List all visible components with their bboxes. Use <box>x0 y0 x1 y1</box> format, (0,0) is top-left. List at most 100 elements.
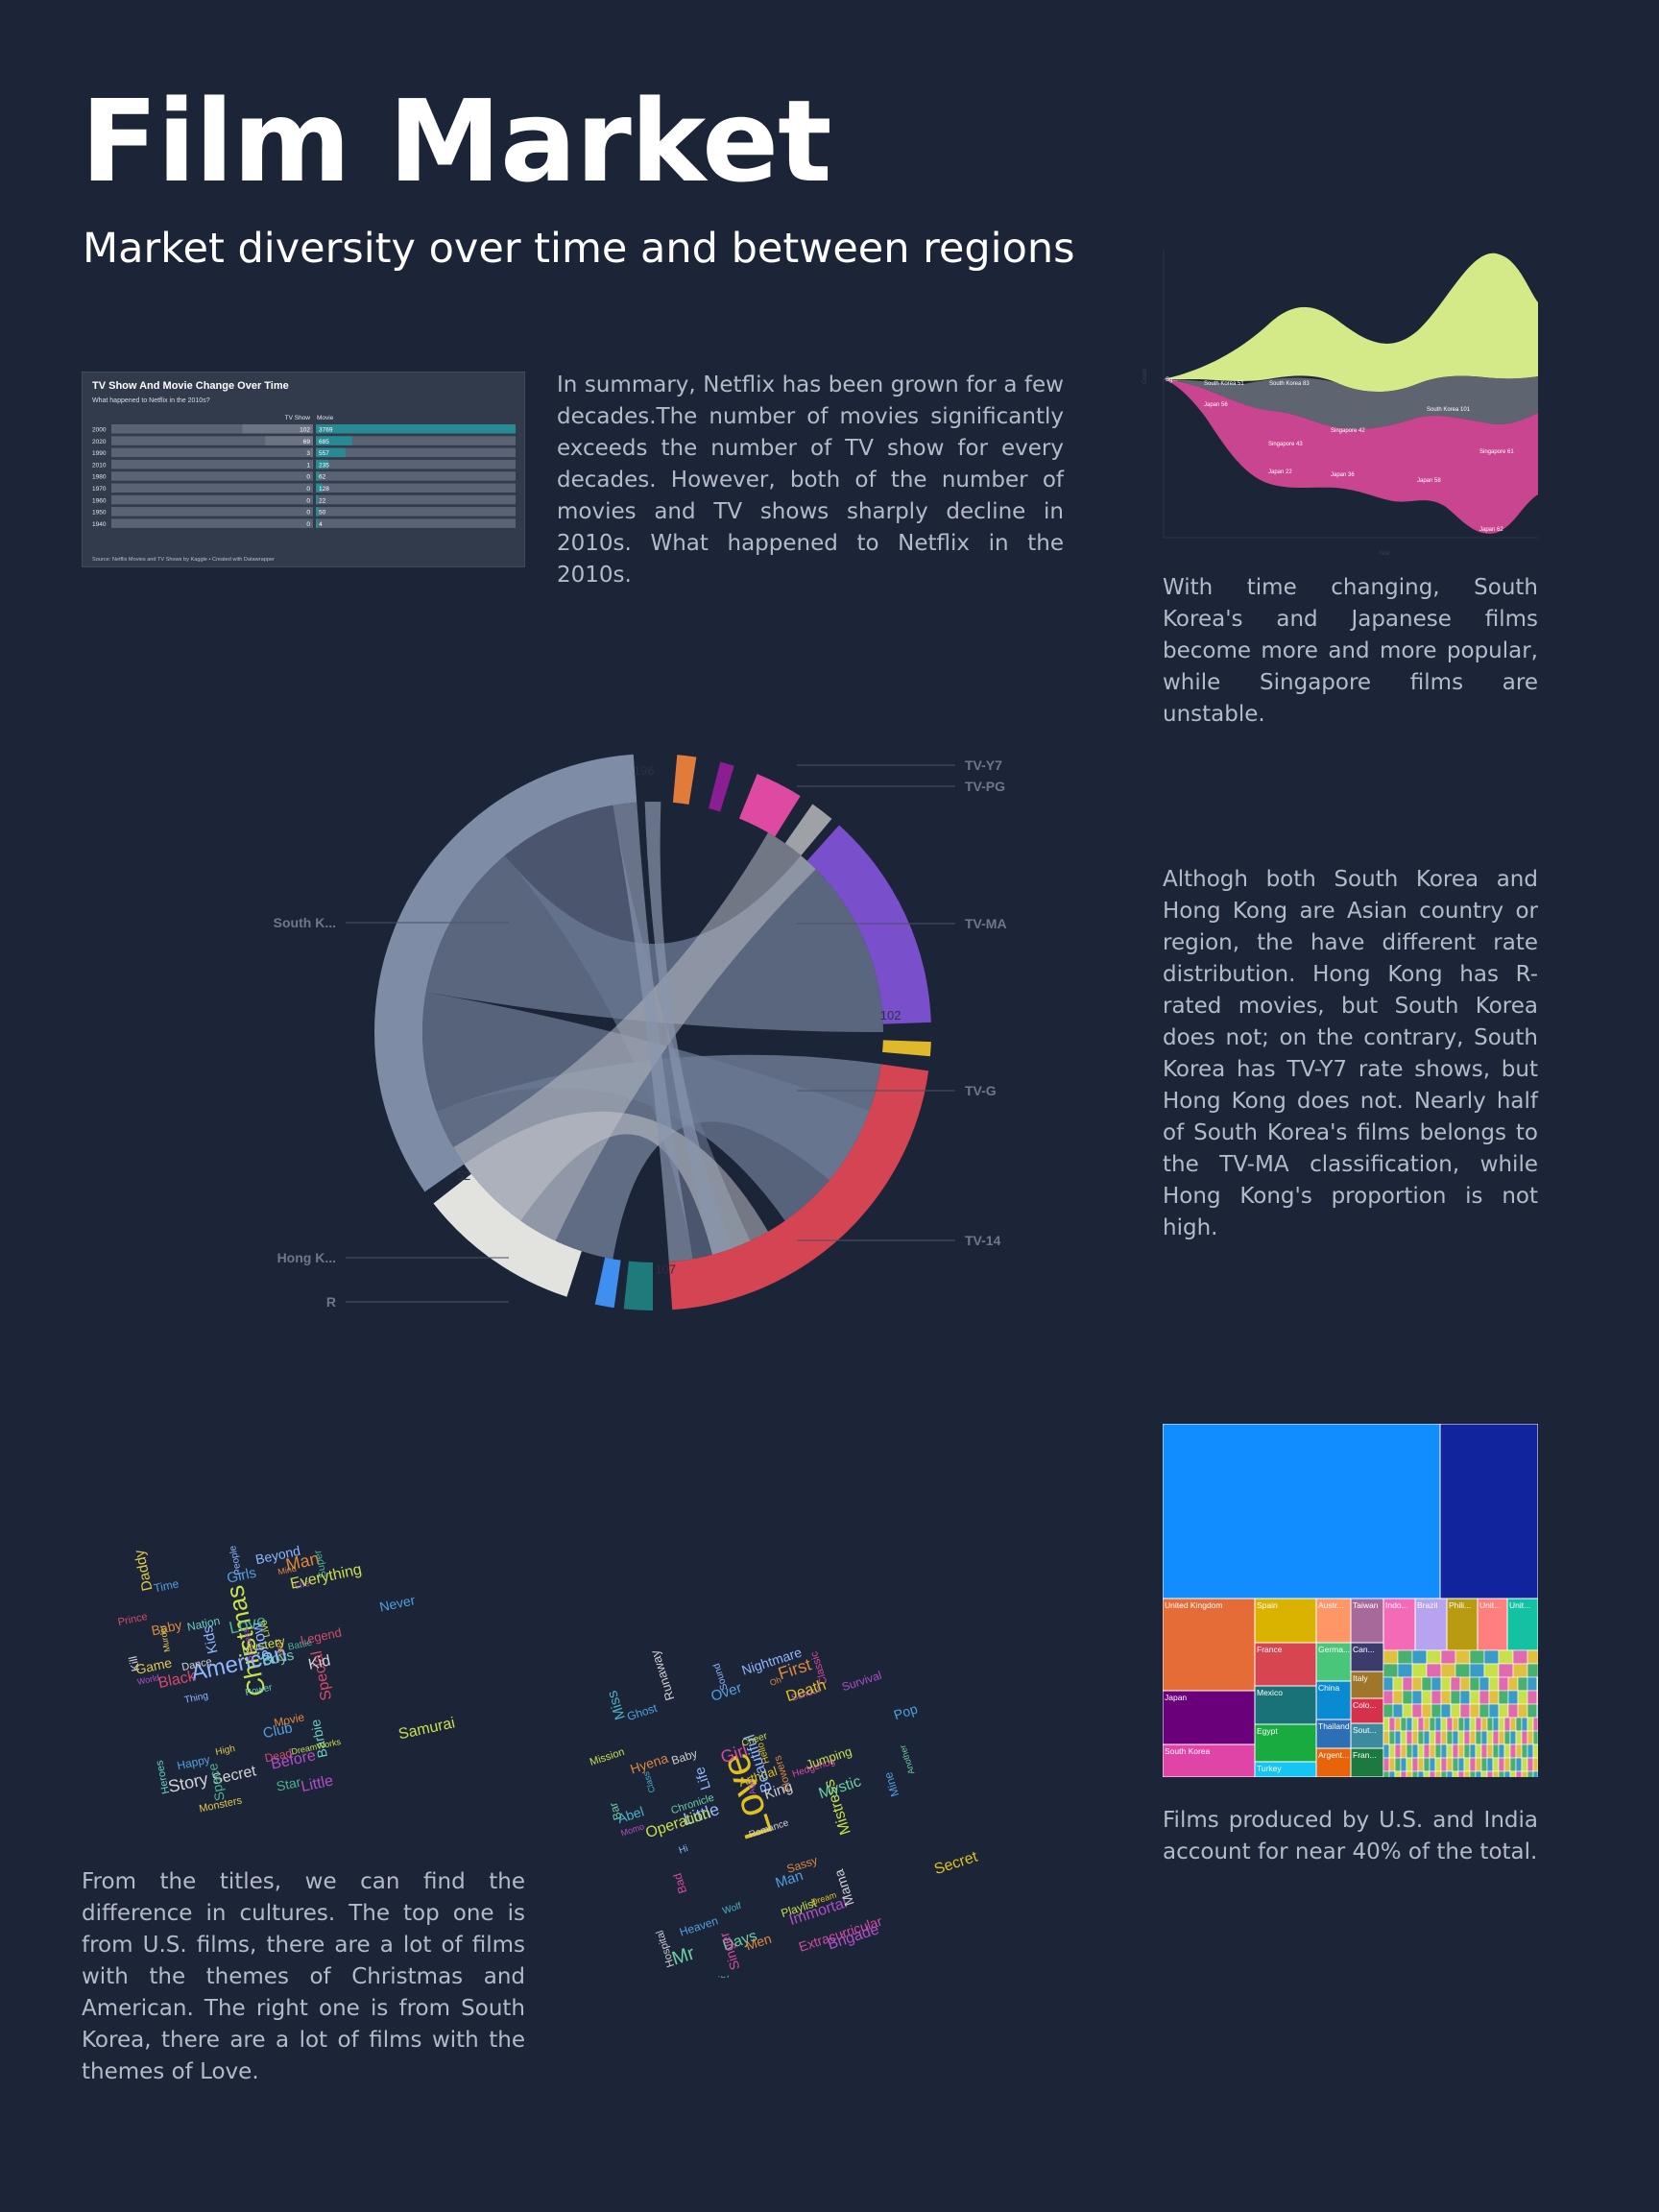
treemap-small-cell <box>1503 1730 1511 1745</box>
treemap-small-cell <box>1488 1690 1500 1705</box>
hongkong-korea-text: Althogh both South Korea and Hong Kong a… <box>1163 867 1538 1240</box>
tv-value-label: 3 <box>306 450 310 457</box>
movie-value-label: 235 <box>319 462 329 469</box>
treemap-small-cell <box>1388 1730 1396 1745</box>
treemap-small-cell <box>1411 1717 1419 1732</box>
movie-value-label: 685 <box>319 439 329 445</box>
treemap-small-cell <box>1517 1676 1528 1692</box>
treemap-cell <box>1254 1685 1317 1725</box>
wordcloud-word: Mine <box>881 1770 902 1798</box>
chord-ribbon <box>613 802 693 1262</box>
treemap-small-cell <box>1411 1757 1419 1772</box>
wordcloud-word: Mind <box>276 1564 297 1577</box>
treemap-label: Italy <box>1353 1673 1368 1683</box>
treemap-small-cell <box>1452 1717 1459 1732</box>
treemap-small-cell <box>1440 1649 1456 1665</box>
treemap-small-cell <box>1388 1743 1396 1759</box>
treemap-label: Indo... <box>1385 1600 1408 1610</box>
treemap-small-cell <box>1382 1690 1394 1705</box>
wordcloud-word: Miss <box>604 1689 629 1722</box>
wordcloud-word: Thing <box>183 1691 209 1706</box>
treemap-small-cell <box>1532 1743 1539 1759</box>
treemap-small-cell <box>1431 1703 1442 1719</box>
chord-ribbon <box>644 802 733 1255</box>
row-year-label: 2020 <box>92 439 107 445</box>
wordcloud-word: Club <box>261 1719 294 1742</box>
tv-bar-track <box>111 518 313 528</box>
treemap-small-cell <box>1423 1717 1431 1732</box>
treemap-small-cell <box>1469 1717 1477 1732</box>
treemap-small-cell <box>1457 1770 1465 1786</box>
stream-point-label: Singapore 42 <box>1331 428 1365 434</box>
treemap-small-cell <box>1394 1717 1402 1732</box>
wordcloud-word: Little <box>300 1772 335 1795</box>
treemap-small-cell <box>1417 1717 1425 1732</box>
treemap-small-cell <box>1509 1743 1517 1759</box>
treemap-label: Colo... <box>1353 1700 1377 1710</box>
treemap-cell <box>1254 1642 1317 1687</box>
treemap-small-cell <box>1397 1649 1413 1665</box>
wordcloud-word: Runaway <box>647 1647 677 1702</box>
wordcloud-word: Star <box>275 1774 302 1794</box>
movie-bar <box>316 424 516 434</box>
treemap-small-cell <box>1450 1676 1461 1692</box>
chord-arc-south-korea <box>373 754 637 1192</box>
treemap-small-cell <box>1469 1649 1485 1665</box>
country-treemap-chart: United Kingdom Japan South Korea Spain Franc… <box>1162 1423 1539 1786</box>
treemap-small-cell <box>1406 1743 1413 1759</box>
chord-arc-r <box>623 1261 653 1310</box>
treemap-cell <box>1254 1598 1317 1644</box>
treemap-small-cell <box>1446 1757 1454 1772</box>
treemap-small-cell <box>1394 1770 1402 1786</box>
treemap-small-cell <box>1426 1663 1442 1678</box>
treemap-small-cell <box>1492 1743 1500 1759</box>
treemap-small-cell <box>1469 1663 1485 1678</box>
treemap-small-cell <box>1463 1770 1471 1786</box>
treemap-small-cell <box>1434 1743 1442 1759</box>
treemap-small-cell <box>1479 1690 1490 1705</box>
chord-right-label: TV-PG <box>965 779 1005 794</box>
tv-movie-chart: TV Show And Movie Change Over Time What h… <box>82 372 525 567</box>
treemap-small-cell <box>1450 1703 1461 1719</box>
treemap-small-cell <box>1406 1757 1413 1772</box>
treemap-small-cell <box>1521 1730 1528 1745</box>
treemap-small-cell <box>1402 1703 1413 1719</box>
movie-bar <box>316 507 319 517</box>
treemap-cell <box>1315 1719 1352 1749</box>
treemap-small-cell <box>1440 1770 1448 1786</box>
treemap-small-cell <box>1527 1743 1534 1759</box>
movie-bar-track <box>316 507 516 517</box>
movie-value-label: 4 <box>319 521 323 528</box>
treemap-label: Japan <box>1165 1693 1187 1702</box>
treemap-small-cell <box>1521 1770 1528 1786</box>
treemap-small-cell <box>1527 1757 1534 1772</box>
tv-chart-title: TV Show And Movie Change Over Time <box>92 380 289 392</box>
wordcloud-word: Over <box>709 1680 744 1705</box>
treemap-small-cell <box>1527 1770 1534 1786</box>
treemap-small-cell <box>1483 1663 1500 1678</box>
treemap-label: Germa... <box>1318 1645 1350 1654</box>
treemap-small-cell <box>1382 1743 1390 1759</box>
wordcloud-group: LoveLittleMrGirlFirstSchoolGhostOperatio… <box>589 1645 980 1989</box>
treemap-small-cell <box>1440 1663 1456 1678</box>
movie-value-label: 557 <box>319 450 329 457</box>
chord-arc-hong-kong <box>433 1173 582 1297</box>
treemap-small-cell <box>1400 1717 1407 1732</box>
treemap-small-cell <box>1498 1743 1505 1759</box>
row-year-label: 1950 <box>92 510 107 517</box>
wordcloud-word: Death <box>784 1677 829 1705</box>
movie-bar-track <box>316 494 516 505</box>
treemap-small-cell <box>1440 1743 1448 1759</box>
treemap-label: Unit... <box>1509 1600 1530 1610</box>
tv-bar-track <box>111 471 313 481</box>
treemap-small-cell <box>1536 1676 1539 1692</box>
wordcloud-word: Heaven <box>678 1914 720 1939</box>
streamgraph-chart: Count Year South Korea 51 South Korea 83 Sou… <box>1139 250 1538 557</box>
chord-arc-orange <box>672 755 697 805</box>
treemap-small-cell <box>1421 1676 1432 1692</box>
tv-bar-track <box>111 483 313 493</box>
treemap-small-cell <box>1411 1730 1419 1745</box>
treemap-small-cell <box>1400 1770 1407 1786</box>
treemap-small-cell <box>1459 1676 1471 1692</box>
treemap-small-cell <box>1515 1743 1523 1759</box>
